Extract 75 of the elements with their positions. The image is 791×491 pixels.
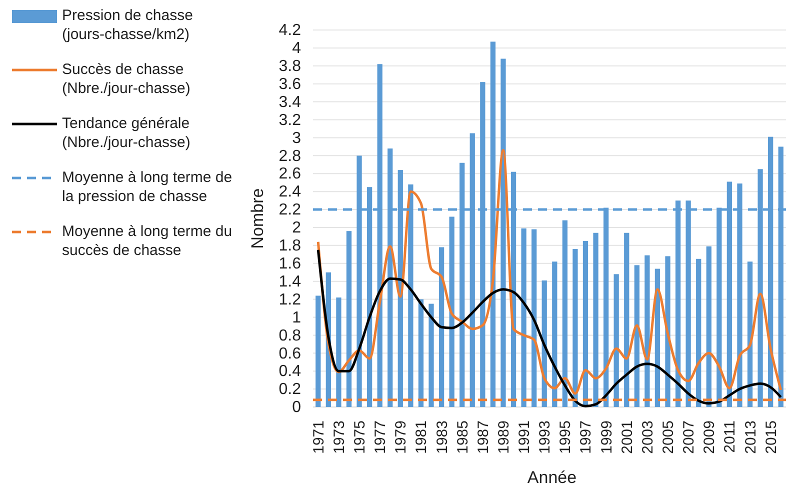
x-tick-label: 2005 xyxy=(660,420,677,454)
x-tick-label: 2001 xyxy=(618,420,636,454)
bar xyxy=(644,255,650,407)
y-tick-label: 2.2 xyxy=(278,202,302,219)
y-tick-label: 0.2 xyxy=(278,381,302,398)
x-tick-label: 1977 xyxy=(372,420,390,454)
y-tick-label: 1.6 xyxy=(278,256,302,272)
x-tick-label: 2011 xyxy=(722,420,739,453)
y-tick-label: 0.8 xyxy=(278,327,302,344)
y-tick-label: 1.4 xyxy=(278,273,302,290)
y-tick-label: 4 xyxy=(292,40,302,58)
x-tick-label: 2013 xyxy=(742,420,760,454)
x-tick-label: 1997 xyxy=(578,420,595,454)
bar xyxy=(665,256,670,407)
x-tick-label: 1991 xyxy=(516,420,534,454)
x-tick-label: 1975 xyxy=(352,420,369,454)
bar xyxy=(572,249,578,407)
x-tick-label: 2007 xyxy=(680,420,698,454)
bar xyxy=(562,220,568,407)
legend-label: Tendance générale (Nbre./jour-chasse) xyxy=(62,115,190,151)
bar xyxy=(428,304,434,407)
y-tick-label: 4.2 xyxy=(278,22,302,40)
y-tick-label: 2.6 xyxy=(278,166,302,183)
x-tick-label: 1989 xyxy=(495,420,512,454)
legend-label: Moyenne à long terme du succès de chasse xyxy=(62,223,232,259)
x-axis-title: Année xyxy=(527,468,577,487)
y-tick-label: 1 xyxy=(292,309,302,326)
x-tick-label: 1971 xyxy=(310,420,328,454)
x-tick-label: 1995 xyxy=(557,420,574,454)
bar xyxy=(624,232,630,407)
y-tick-label: 3 xyxy=(292,130,302,147)
bar xyxy=(696,258,702,407)
y-tick-label: 2.4 xyxy=(278,184,302,201)
y-tick-label: 1.2 xyxy=(278,291,302,308)
y-tick-label: 0.6 xyxy=(278,345,302,362)
x-tick-label: 1983 xyxy=(434,420,451,454)
bar xyxy=(449,216,454,407)
y-tick-label: 3.4 xyxy=(278,94,302,111)
y-tick-label: 0 xyxy=(292,399,302,416)
bar xyxy=(614,274,619,407)
x-tick-label: 2009 xyxy=(701,420,718,454)
x-tick-label: 2015 xyxy=(762,420,780,454)
x-tick-label: 1973 xyxy=(330,420,348,454)
bar xyxy=(418,299,424,407)
y-tick-label: 3.8 xyxy=(278,58,302,76)
y-tick-label: 3.6 xyxy=(278,76,302,93)
bar xyxy=(582,240,588,407)
y-tick-label: 1.8 xyxy=(278,238,302,255)
legend-label: Moyenne à long terme de la pression de chasse xyxy=(62,169,232,205)
x-tick-label: 1985 xyxy=(454,420,472,454)
bar xyxy=(438,247,444,407)
x-tick-label: 1981 xyxy=(413,420,430,454)
bar xyxy=(336,297,342,407)
bar xyxy=(521,228,526,407)
legend-label: Pression de chasse (jours-chasse/km2) xyxy=(62,7,193,43)
bar xyxy=(593,232,598,407)
bar xyxy=(532,229,537,407)
x-tick-label: 2003 xyxy=(639,420,656,454)
y-tick-label: 2 xyxy=(292,220,302,237)
y-axis-title: Nombre xyxy=(248,188,267,249)
x-tick-label: 1987 xyxy=(474,420,492,454)
x-tick-label: 1979 xyxy=(392,420,410,454)
bar xyxy=(706,246,712,407)
bar xyxy=(346,231,352,407)
bar xyxy=(552,262,558,407)
bar xyxy=(316,296,321,407)
x-tick-label: 1993 xyxy=(536,420,554,454)
x-tick-label: 1999 xyxy=(598,420,616,454)
y-tick-label: 0.4 xyxy=(278,363,302,380)
y-tick-label: 3.2 xyxy=(278,112,302,129)
line-series xyxy=(316,248,782,408)
bar xyxy=(634,265,640,407)
legend-label: Succès de chasse (Nbre./jour-chasse) xyxy=(62,61,190,97)
line-series xyxy=(316,149,782,395)
y-tick-label: 2.8 xyxy=(278,148,302,165)
